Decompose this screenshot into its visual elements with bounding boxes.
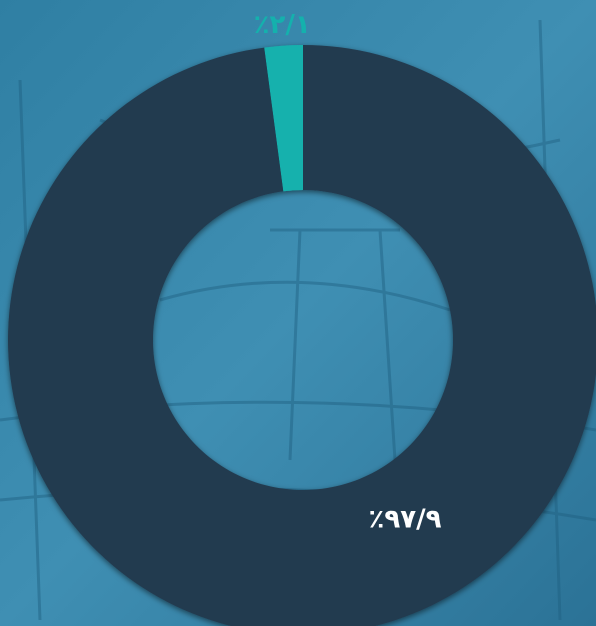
donut-segment <box>8 45 596 626</box>
donut <box>8 45 596 626</box>
value-label: ٪۹۷/۹ <box>369 505 442 535</box>
donut-segment <box>264 45 303 192</box>
value-label: ٪۲/۱ <box>254 10 311 40</box>
